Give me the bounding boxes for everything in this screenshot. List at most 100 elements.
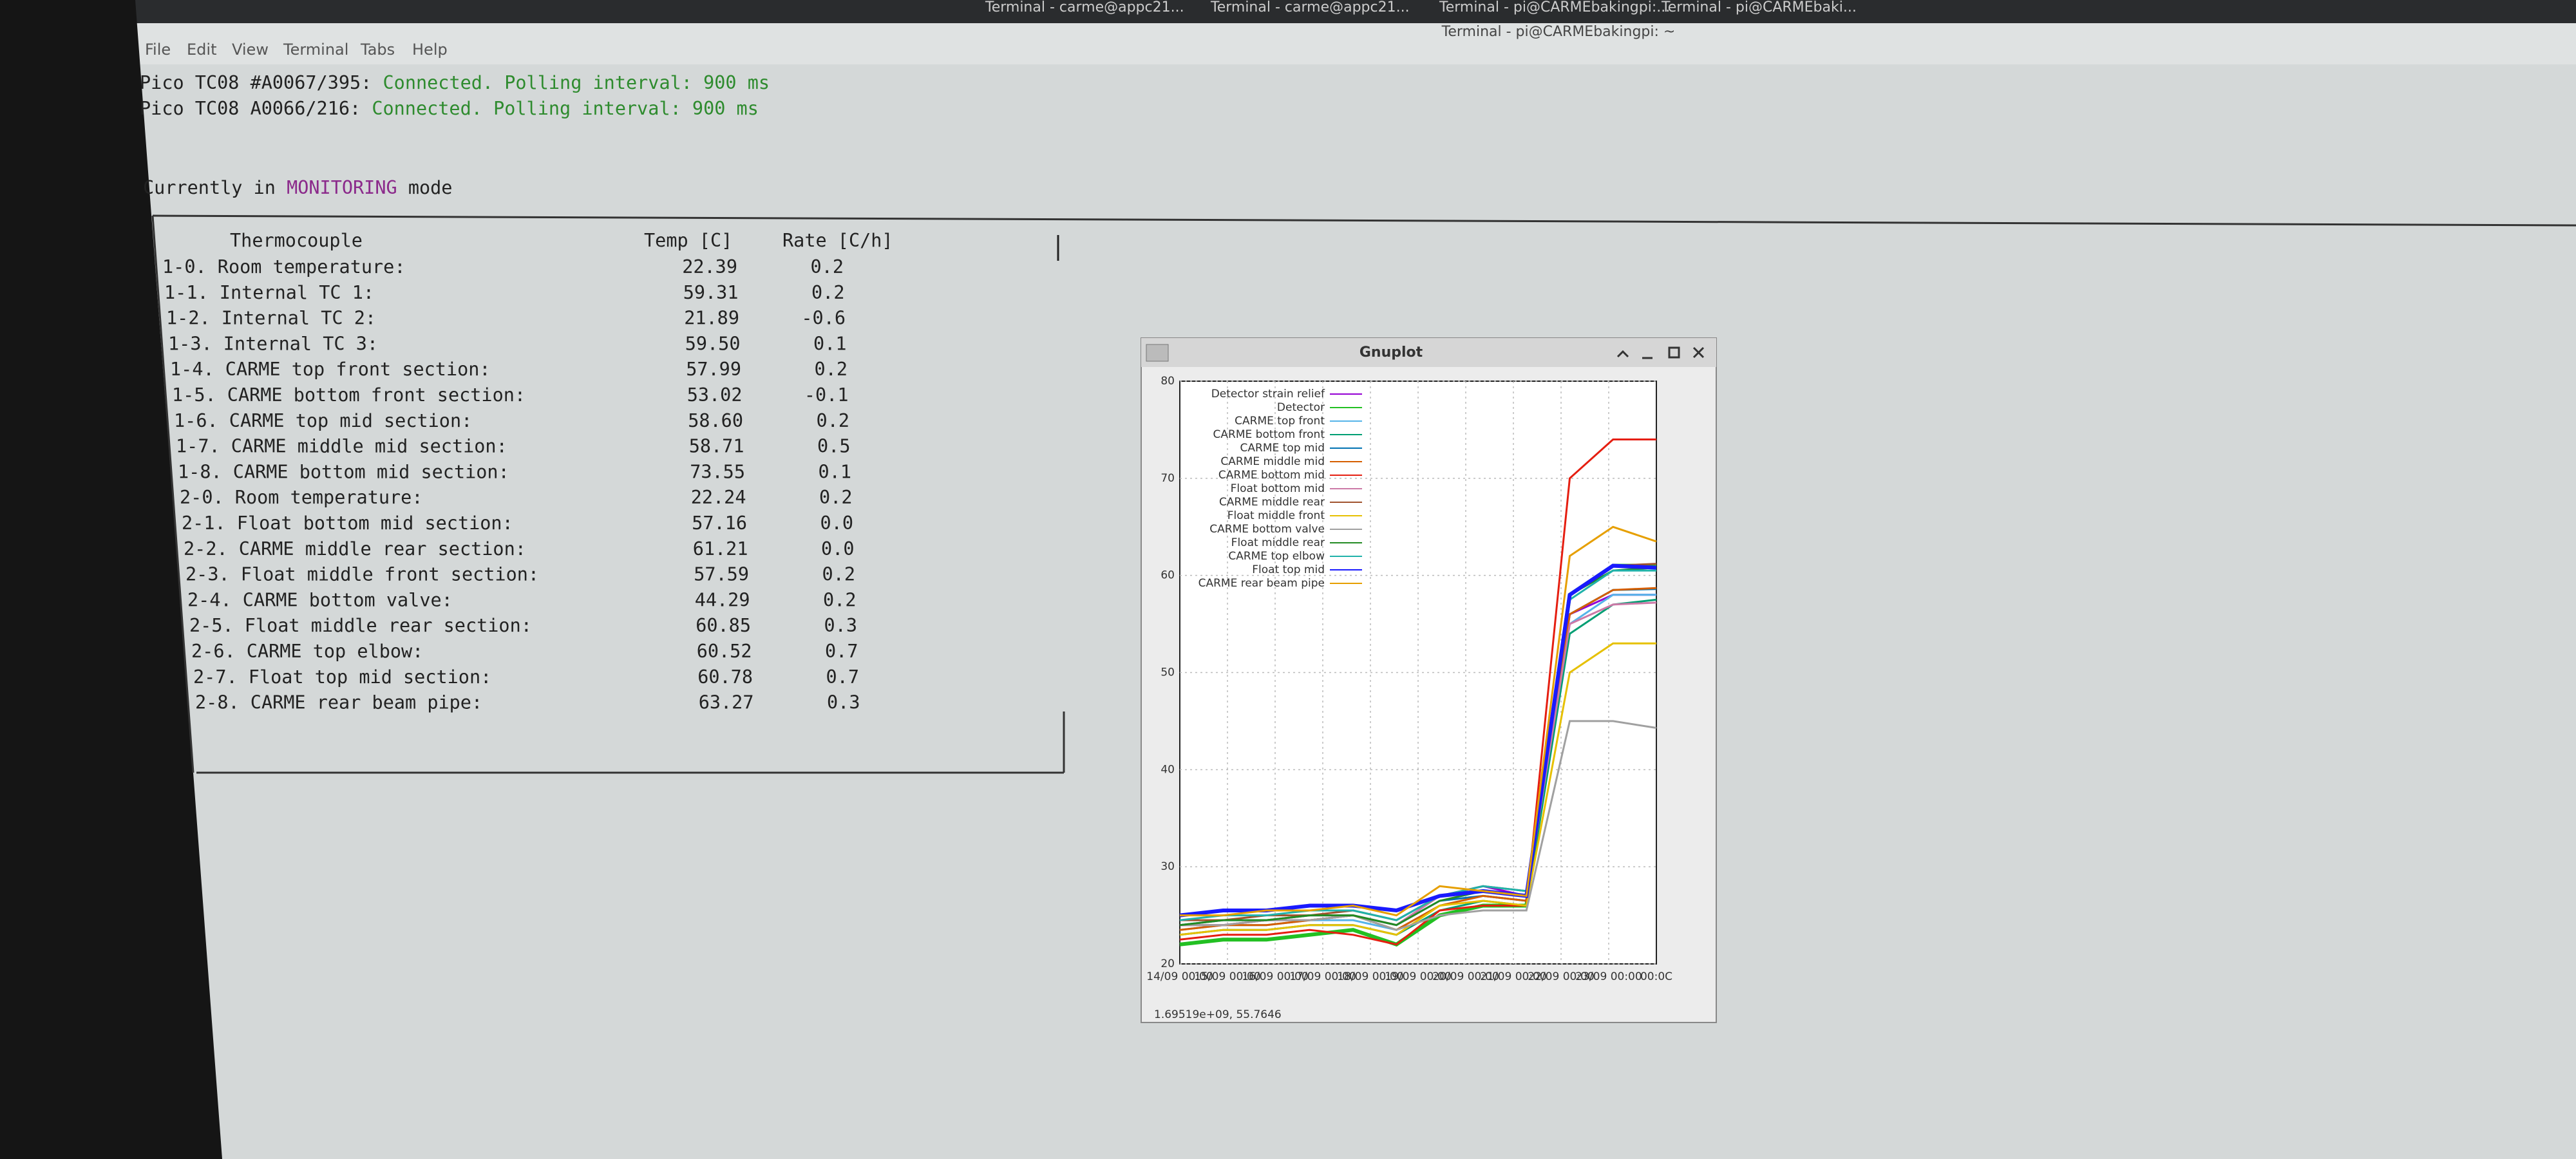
rate: 0.3 bbox=[827, 692, 860, 713]
table-border-left bbox=[151, 215, 194, 773]
device-id: Pico TC08 A0066/216: bbox=[140, 98, 372, 119]
temperature: 63.27 bbox=[699, 692, 754, 713]
thermocouple-name: 2-4. CARME bottom valve: bbox=[187, 589, 453, 610]
thermocouple-name: 1-5. CARME bottom front section: bbox=[172, 384, 526, 406]
temperature: 59.50 bbox=[685, 333, 741, 354]
y-tick-label: 60 bbox=[1160, 569, 1175, 582]
temperature: 58.71 bbox=[689, 436, 744, 457]
connection-status: Connected. Polling interval: 900 ms bbox=[372, 98, 759, 119]
rate: 0.2 bbox=[819, 487, 852, 508]
legend-label: Float top mid bbox=[1252, 563, 1325, 576]
rate: 0.1 bbox=[813, 333, 846, 354]
y-tick-label: 80 bbox=[1160, 375, 1175, 388]
thermocouple-name: 2-5. Float middle rear section: bbox=[189, 615, 532, 636]
temperature: 73.55 bbox=[690, 461, 745, 482]
x-tick-label: 22/09 00:00 bbox=[1528, 970, 1594, 983]
thermocouple-name: 2-6. CARME top elbow: bbox=[191, 641, 423, 662]
shade-button[interactable] bbox=[1616, 350, 1629, 358]
y-tick-label: 40 bbox=[1160, 763, 1175, 776]
legend-label: Float bottom mid bbox=[1231, 482, 1325, 495]
thermocouple-name: 2-3. Float middle front section: bbox=[185, 564, 539, 585]
x-tick-label: 19/09 00:00 bbox=[1385, 970, 1451, 983]
menu-item[interactable]: Tabs bbox=[360, 41, 395, 59]
rate: 0.2 bbox=[817, 410, 849, 431]
y-tick-label: 30 bbox=[1160, 860, 1175, 873]
temperature: 53.02 bbox=[687, 384, 743, 406]
x-tick-label: 16/09 00:00 bbox=[1242, 970, 1308, 983]
rate: 0.2 bbox=[811, 256, 844, 278]
thermocouple-name: 2-7. Float top mid section: bbox=[193, 666, 491, 688]
legend-label: CARME top front bbox=[1235, 415, 1325, 428]
rate: 0.1 bbox=[819, 461, 851, 482]
series-line bbox=[1179, 587, 1657, 931]
thermocouple-name: 1-3. Internal TC 3: bbox=[168, 333, 378, 354]
thermocouple-name: 1-8. CARME bottom mid section: bbox=[178, 461, 509, 482]
top-tab[interactable]: Terminal - carme@appc21... bbox=[985, 0, 1184, 15]
temperature: 57.59 bbox=[694, 564, 749, 585]
legend-label: CARME bottom valve bbox=[1209, 523, 1325, 536]
rate: -0.6 bbox=[801, 308, 846, 329]
x-tick-label: 00:0C bbox=[1640, 970, 1672, 983]
mode-prefix: Currently in bbox=[143, 177, 287, 198]
thermocouple-name: 2-1. Float bottom mid section: bbox=[182, 513, 513, 534]
temperature: 44.29 bbox=[695, 589, 750, 610]
mode-line: Currently in MONITORING mode bbox=[143, 177, 452, 198]
temperature: 60.52 bbox=[697, 641, 752, 662]
x-tick-label: 14/09 00:00 bbox=[1146, 970, 1213, 983]
thermocouple-name: 2-0. Room temperature: bbox=[180, 487, 423, 508]
series-line bbox=[1180, 525, 1657, 917]
x-tick-label: 21/09 00:00 bbox=[1480, 970, 1546, 983]
maximize-button[interactable] bbox=[1668, 346, 1680, 359]
thermocouple-name: 1-4. CARME top front section: bbox=[170, 359, 491, 380]
top-tab[interactable]: Terminal - pi@CARMEbaki... bbox=[1661, 0, 1857, 15]
connection-status: Connected. Polling interval: 900 ms bbox=[383, 72, 770, 93]
menu-item[interactable]: Edit bbox=[187, 41, 216, 59]
menu-bar bbox=[129, 23, 2576, 64]
legend-label: CARME top elbow bbox=[1228, 550, 1325, 563]
legend-label: Detector bbox=[1277, 401, 1325, 414]
legend-label: CARME bottom front bbox=[1213, 428, 1325, 441]
legend-label: CARME middle mid bbox=[1220, 455, 1325, 468]
top-tab[interactable]: Terminal - pi@CARMEbakingpi:... bbox=[1439, 0, 1670, 15]
legend-label: CARME bottom mid bbox=[1218, 469, 1325, 482]
menu-item[interactable]: Help bbox=[412, 41, 448, 59]
menu-item[interactable]: View bbox=[232, 41, 269, 59]
close-button[interactable] bbox=[1692, 346, 1705, 359]
rate: 0.0 bbox=[820, 513, 853, 534]
x-tick-label: 20/09 00:00 bbox=[1432, 970, 1499, 983]
y-tick-label: 50 bbox=[1160, 666, 1175, 679]
top-bar bbox=[129, 0, 2576, 23]
rate: 0.3 bbox=[824, 615, 857, 636]
rate: 0.7 bbox=[826, 666, 859, 688]
mode-name: MONITORING bbox=[287, 177, 397, 198]
temperature: 61.21 bbox=[693, 538, 748, 560]
temperature: 22.24 bbox=[691, 487, 746, 508]
gnuplot-titlebar bbox=[1141, 338, 1716, 367]
thermocouple-name: 1-7. CARME middle mid section: bbox=[176, 436, 507, 457]
rate: 0.2 bbox=[822, 564, 855, 585]
rate: 0.2 bbox=[815, 359, 848, 380]
top-tab[interactable]: Terminal - carme@appc21... bbox=[1210, 0, 1410, 15]
monitor-bezel bbox=[0, 0, 222, 1159]
series-line bbox=[1179, 438, 1656, 946]
column-header: Thermocouple bbox=[230, 230, 363, 251]
legend-label: CARME middle rear bbox=[1219, 496, 1325, 509]
menu-item[interactable]: File bbox=[145, 41, 171, 59]
legend-label: Float middle rear bbox=[1231, 536, 1325, 549]
legend-label: CARME rear beam pipe bbox=[1198, 577, 1325, 590]
thermocouple-name: 1-2. Internal TC 2: bbox=[166, 308, 376, 329]
legend-label: Detector strain relief bbox=[1211, 388, 1325, 400]
legend-label: Float middle front bbox=[1227, 509, 1325, 522]
window-menu-button[interactable] bbox=[1146, 344, 1169, 362]
temperature: 57.99 bbox=[686, 359, 741, 380]
temperature: 58.60 bbox=[688, 410, 743, 431]
x-tick-label: 17/09 00:00 bbox=[1289, 970, 1356, 983]
thermocouple-name: 1-6. CARME top mid section: bbox=[174, 410, 472, 431]
menu-item[interactable]: Terminal bbox=[283, 41, 348, 59]
gnuplot-title: Gnuplot bbox=[1359, 344, 1423, 361]
thermocouple-name: 1-1. Internal TC 1: bbox=[164, 282, 374, 303]
gnuplot-status: 1.69519e+09, 55.7646 bbox=[1154, 1008, 1282, 1021]
mode-suffix: mode bbox=[397, 177, 453, 198]
rate: 0.0 bbox=[821, 538, 854, 560]
